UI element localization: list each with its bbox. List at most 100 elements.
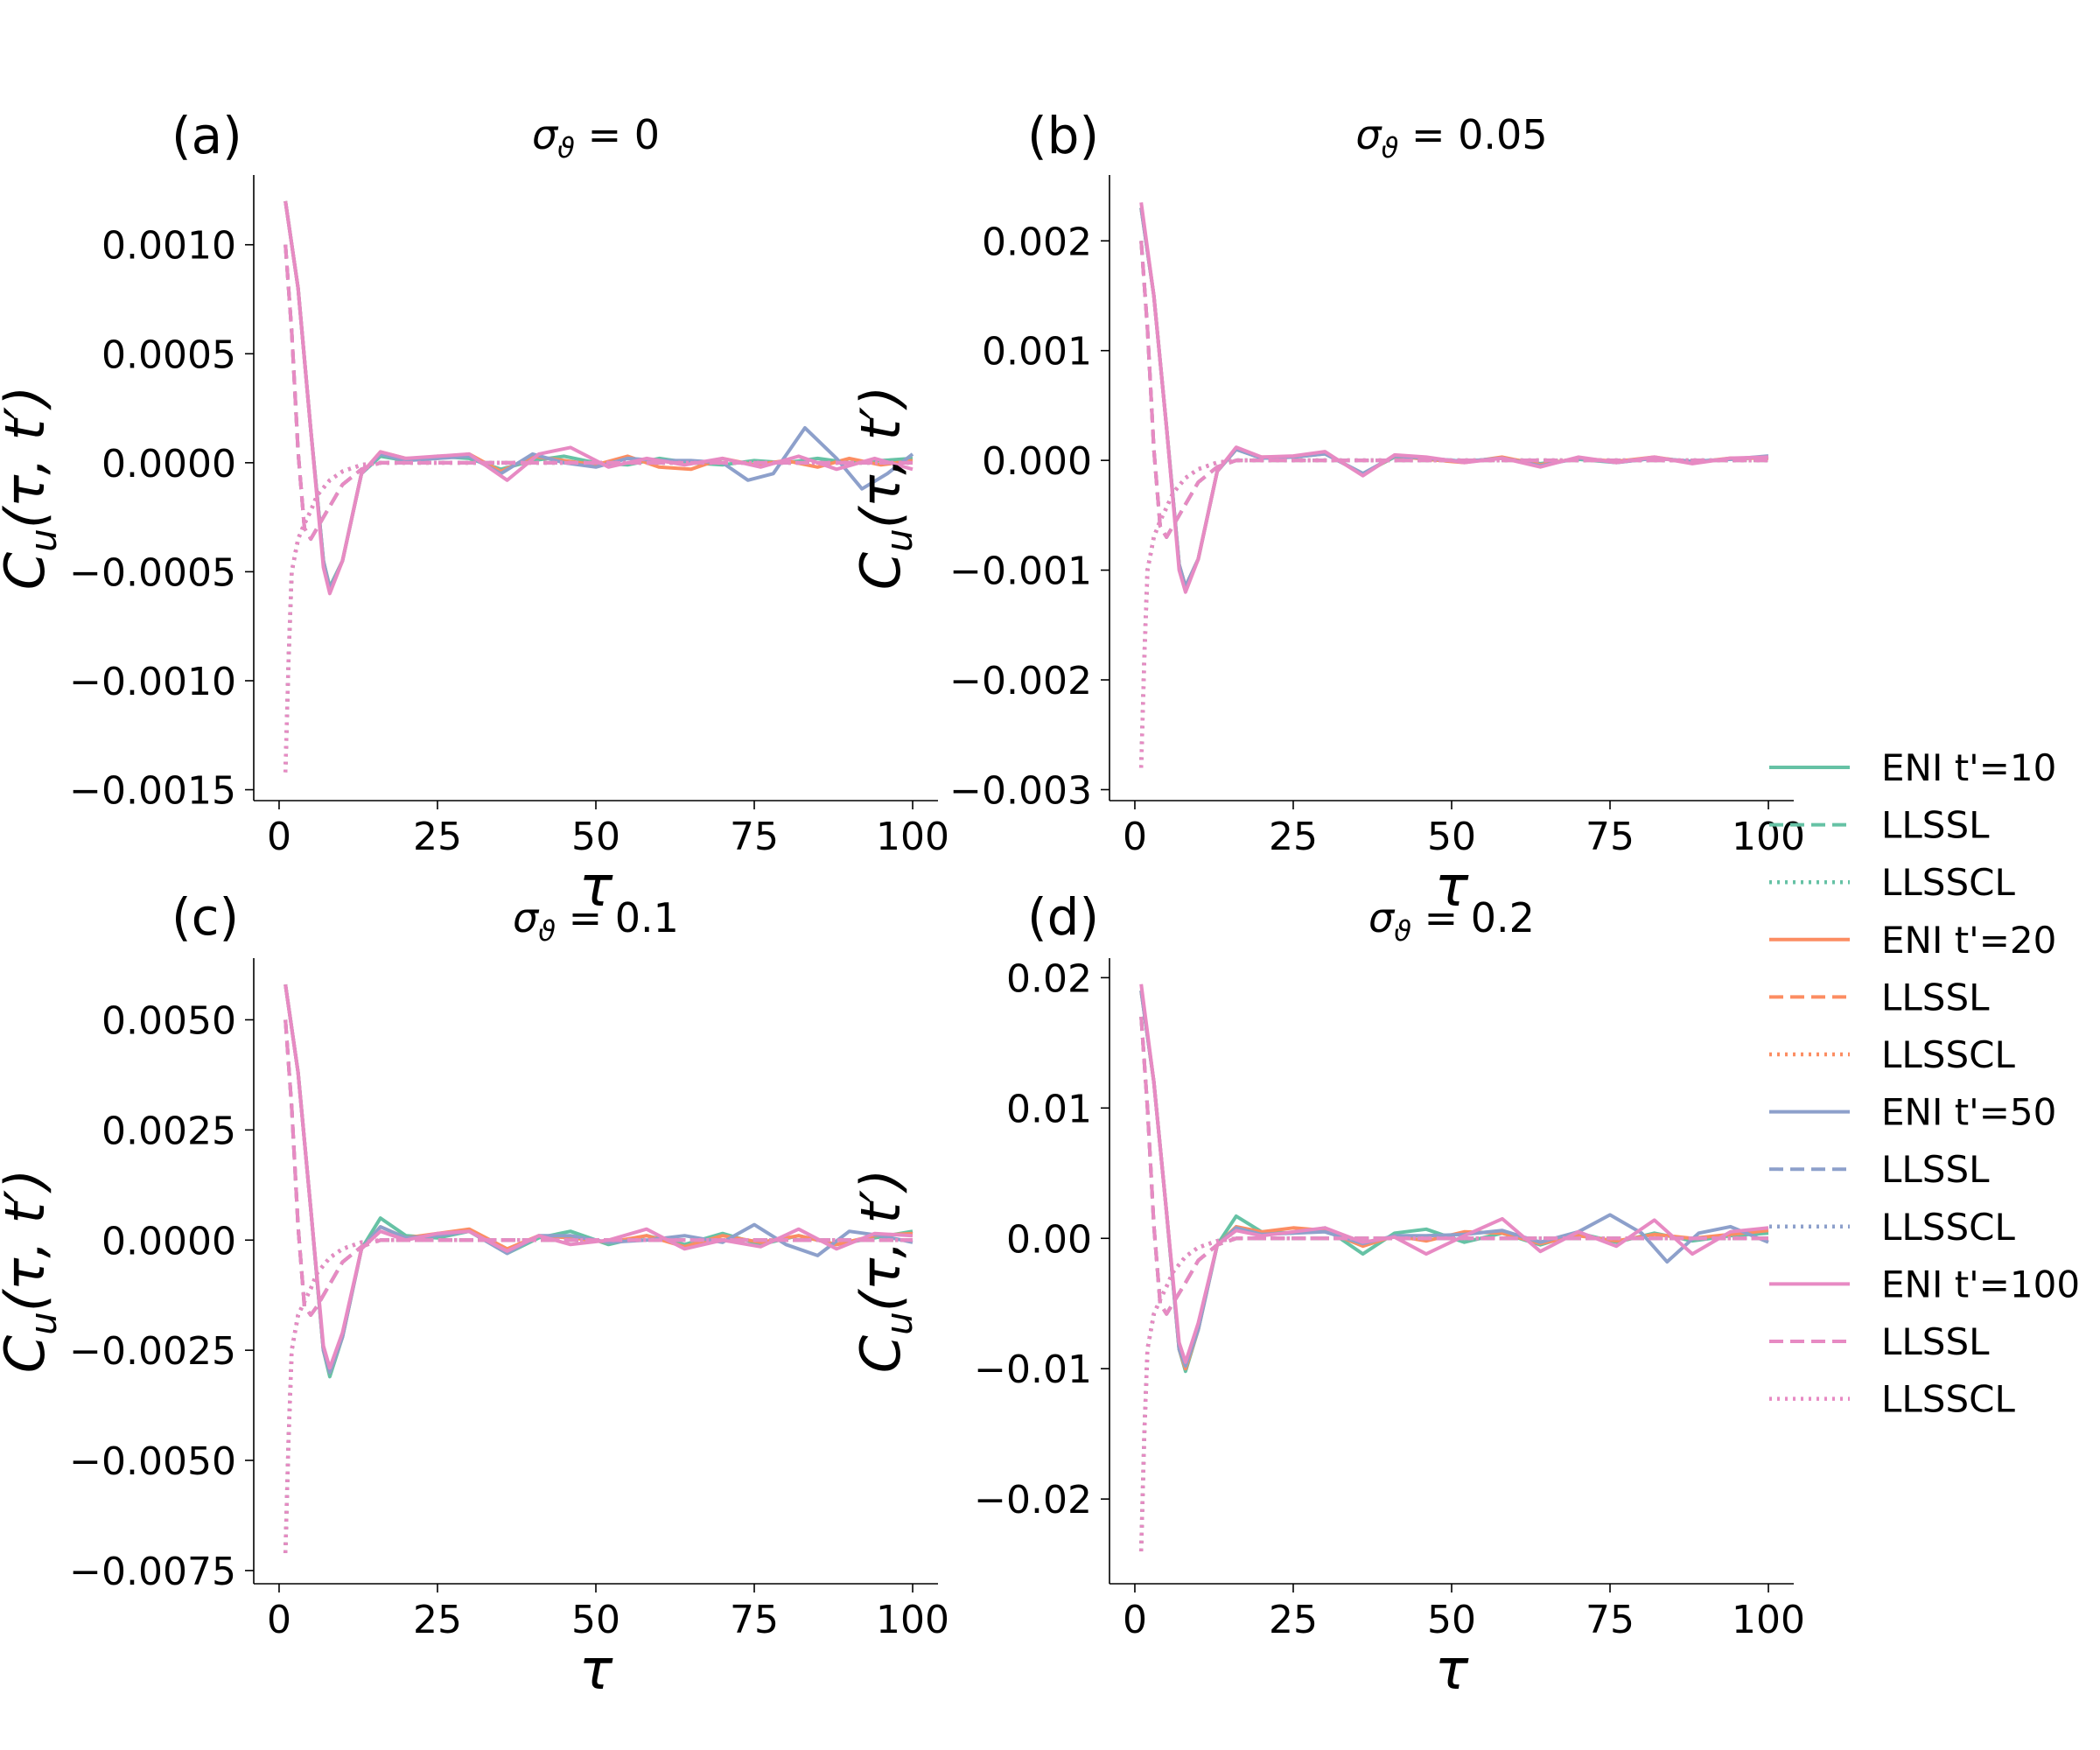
panel-c: 0 25 50 75 100 0.0050 0.0025 0.0000 −0.0025 −0.00… (0, 887, 949, 1703)
series-line-llsscl-t50 (1138, 1236, 1768, 1551)
y-tick-label: 0.00 (1006, 1217, 1092, 1262)
series-line-llssl-t10 (284, 244, 913, 541)
series-line-eni-t50 (284, 984, 914, 1375)
y-tick-label: 0.0005 (102, 332, 236, 377)
series-line-eni-t50 (1139, 990, 1769, 1368)
x-tick-label: 50 (571, 815, 620, 859)
x-axis-label: τ (1435, 1638, 1469, 1703)
series-line-eni-t10 (284, 984, 914, 1379)
y-tick-label: 0.0050 (102, 998, 236, 1043)
legend-label: LLSSCL (1881, 1206, 2015, 1249)
y-tick-label: 0.0025 (102, 1109, 236, 1153)
legend-entry: ENI t'=20 (1769, 919, 2056, 962)
y-tick-label: 0.02 (1006, 956, 1092, 1001)
y-tick-label: −0.003 (949, 768, 1092, 813)
legend-label: LLSSL (1881, 1148, 1990, 1191)
x-tick-label: 50 (571, 1598, 620, 1642)
series-line-llssl-t10 (1139, 241, 1768, 539)
series-line-llssl-t20 (284, 244, 913, 541)
panel-a: 0 25 50 75 100 0.0010 0.0005 0.0000 −0.0005 −0.00… (0, 106, 949, 920)
series-line-llsscl-t20 (283, 1238, 913, 1553)
y-tick-label: −0.0010 (69, 660, 236, 704)
x-axis-label: τ (579, 855, 613, 920)
panel-title: σϑ = 0.05 (1355, 111, 1547, 164)
series-line-llssl-t10 (284, 1019, 913, 1317)
x-axis-label: τ (579, 1638, 613, 1703)
series-line-llsscl-t20 (1138, 1236, 1768, 1551)
legend-label: LLSSCL (1881, 861, 2015, 904)
series-line-eni-t50 (1139, 207, 1769, 589)
series-line-eni-t100 (284, 200, 914, 596)
y-tick-label: 0.000 (982, 439, 1092, 484)
legend-entry: LLSSCL (1769, 1206, 2015, 1249)
x-tick-label: 75 (730, 1598, 779, 1642)
legend-entry: LLSSCL (1769, 861, 2015, 904)
panel-label: (a) (172, 106, 242, 165)
x-tick-label: 75 (1586, 1598, 1634, 1642)
series-line-llssl-t50 (284, 1019, 913, 1317)
series-line-llsscl-t100 (283, 460, 913, 773)
x-tick-label: 25 (1269, 815, 1318, 859)
series-line-llsscl-t100 (1138, 1236, 1768, 1551)
series-line-llssl-t10 (1139, 1016, 1768, 1316)
series-line-llssl-t100 (284, 1019, 913, 1317)
legend-label: ENI t'=10 (1881, 746, 2056, 789)
series-line-llsscl-t50 (283, 460, 913, 773)
series-line-eni-t20 (1139, 207, 1768, 589)
x-tick-label: 25 (413, 1598, 462, 1642)
y-tick-label: −0.01 (974, 1348, 1092, 1392)
x-tick-label: 25 (413, 815, 462, 859)
series-line-eni-t100 (1139, 984, 1769, 1364)
x-tick-label: 25 (1269, 1598, 1318, 1642)
series-line-eni-t10 (1139, 207, 1769, 589)
series-group (1138, 984, 1769, 1551)
legend-label: LLSSCL (1881, 1378, 2015, 1421)
x-tick-label: 50 (1427, 1598, 1476, 1642)
series-line-llssl-t20 (284, 1019, 913, 1317)
series-line-eni-t100 (284, 984, 914, 1370)
y-axis-label: Cu(τ, t′) (0, 1169, 65, 1373)
panel-label: (d) (1027, 887, 1099, 947)
series-line-llsscl-t10 (283, 460, 913, 773)
legend-entry: LLSSL (1769, 976, 1990, 1018)
series-line-llssl-t20 (1139, 241, 1768, 539)
series-line-eni-t20 (284, 984, 914, 1375)
y-tick-label: 0.01 (1006, 1087, 1092, 1131)
panel-title: σϑ = 0 (532, 111, 660, 164)
series-line-llsscl-t10 (1138, 1236, 1768, 1551)
series-line-llsscl-t10 (283, 1238, 913, 1553)
series-line-llssl-t50 (1139, 241, 1768, 539)
series-line-llssl-t20 (1139, 1016, 1768, 1316)
x-tick-label: 75 (1586, 815, 1634, 859)
x-tick-label: 100 (1732, 1598, 1805, 1642)
x-tick-label: 0 (1123, 1598, 1147, 1642)
series-line-llsscl-t100 (283, 1238, 913, 1553)
x-tick-label: 0 (267, 1598, 291, 1642)
panel-b: 0 25 50 75 100 0.002 0.001 0.000 −0.001 −0.002 −0.… (849, 106, 1805, 920)
x-tick-label: 100 (1732, 815, 1805, 859)
legend-label: LLSSCL (1881, 1033, 2015, 1076)
series-line-eni-t50 (284, 200, 914, 592)
series-group (283, 984, 914, 1553)
x-tick-label: 75 (730, 815, 779, 859)
x-tick-label: 0 (1123, 815, 1147, 859)
y-tick-label: −0.0050 (69, 1439, 236, 1484)
series-line-eni-t20 (1139, 990, 1769, 1371)
y-tick-label: −0.0015 (69, 769, 236, 814)
series-line-llsscl-t20 (1138, 458, 1768, 768)
series-line-eni-t10 (284, 200, 914, 589)
series-line-llssl-t100 (284, 244, 913, 541)
y-tick-label: −0.0075 (69, 1550, 236, 1594)
legend-label: ENI t'=100 (1881, 1263, 2080, 1306)
y-tick-label: −0.001 (949, 550, 1092, 594)
series-line-llssl-t100 (1139, 1016, 1768, 1316)
y-axis-label: Cu(τ, t′) (0, 386, 65, 590)
series-line-llsscl-t100 (1138, 458, 1768, 768)
legend-label: LLSSL (1881, 976, 1990, 1018)
y-tick-label: −0.002 (949, 659, 1092, 704)
legend-entry: LLSSL (1769, 804, 1990, 847)
series-line-llssl-t50 (284, 244, 913, 541)
series-line-llsscl-t10 (1138, 458, 1768, 768)
legend-entry: ENI t'=50 (1769, 1091, 2056, 1134)
